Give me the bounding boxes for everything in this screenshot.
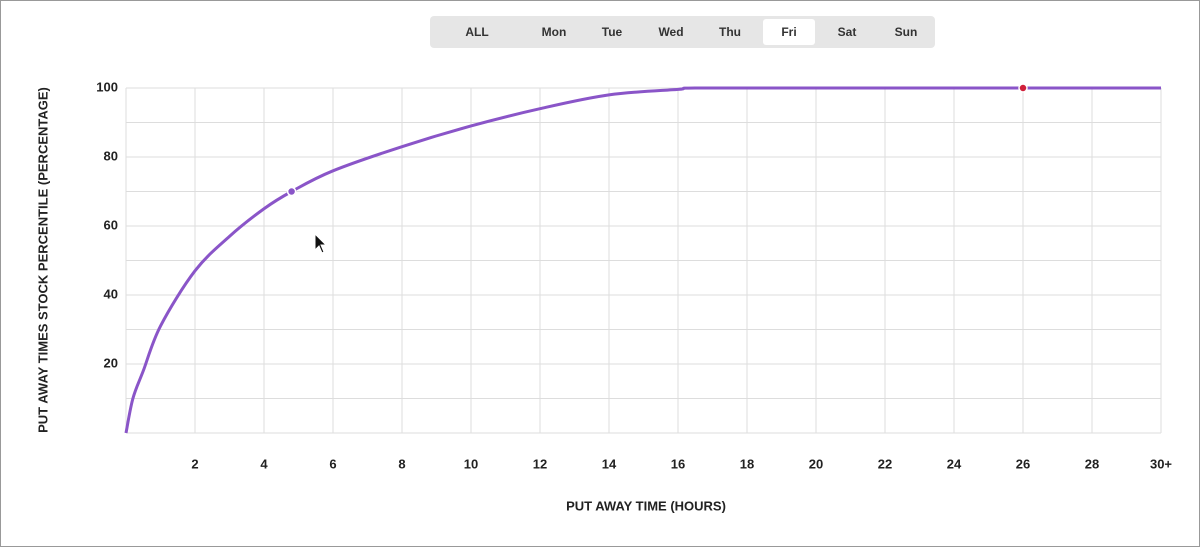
x-tick-label: 18 xyxy=(740,456,754,471)
x-tick-label: 26 xyxy=(1016,456,1030,471)
tab-selected-bg xyxy=(763,19,815,45)
x-tick-label: 12 xyxy=(533,456,547,471)
x-tick-label: 22 xyxy=(878,456,892,471)
y-tick-label: 80 xyxy=(104,148,118,163)
y-tick-label: 20 xyxy=(104,355,118,370)
x-tick-label: 10 xyxy=(464,456,478,471)
x-axis-label: PUT AWAY TIME (HOURS) xyxy=(566,498,726,513)
x-tick-label: 16 xyxy=(671,456,685,471)
y-tick-label: 100 xyxy=(96,79,118,94)
mouse-cursor xyxy=(314,232,328,254)
tab[interactable]: ALL xyxy=(465,25,488,39)
x-tick-label: 2 xyxy=(191,456,198,471)
highlight-point xyxy=(1018,83,1028,93)
x-tick-label: 8 xyxy=(398,456,405,471)
x-tick-label: 28 xyxy=(1085,456,1099,471)
tab[interactable]: Tue xyxy=(602,25,623,39)
tab[interactable]: Sat xyxy=(838,25,857,39)
x-tick-label: 14 xyxy=(602,456,617,471)
x-tick-label: 4 xyxy=(260,456,268,471)
tab[interactable]: Sun xyxy=(895,25,918,39)
highlight-point xyxy=(286,186,297,197)
x-tick-label: 20 xyxy=(809,456,823,471)
y-tick-label: 60 xyxy=(104,217,118,232)
x-tick-label: 6 xyxy=(329,456,336,471)
y-tick-label: 40 xyxy=(104,286,118,301)
tab[interactable]: Thu xyxy=(719,25,741,39)
tab[interactable]: Wed xyxy=(658,25,683,39)
y-axis-label: PUT AWAY TIMES STOCK PERCENTILE (PERCENT… xyxy=(35,87,50,433)
x-tick-label: 30+ xyxy=(1150,456,1172,471)
x-tick-label: 24 xyxy=(947,456,962,471)
tab[interactable]: Fri xyxy=(781,25,796,39)
line xyxy=(124,86,1161,434)
tab[interactable]: Mon xyxy=(542,25,567,39)
